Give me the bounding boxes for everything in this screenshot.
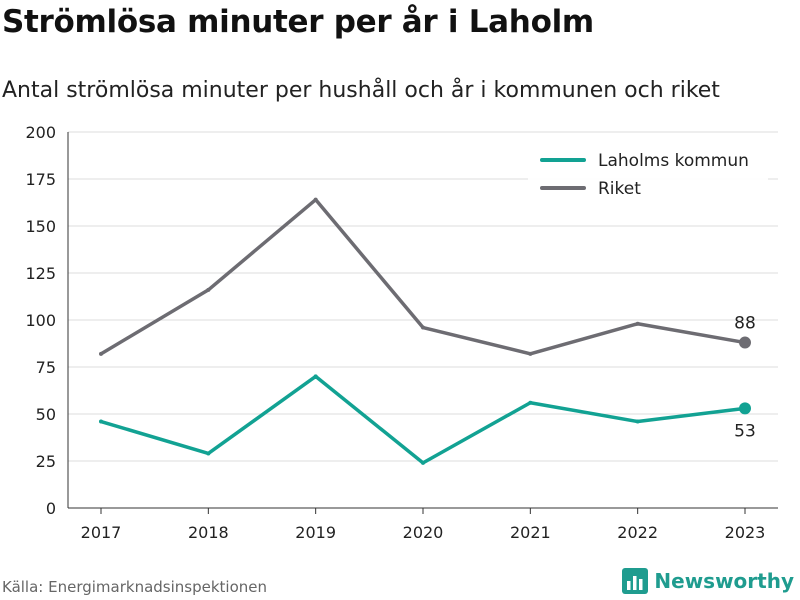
y-tick-label: 100	[25, 311, 56, 330]
chart-title: Strömlösa minuter per år i Laholm	[2, 4, 594, 40]
y-tick-label: 0	[46, 499, 56, 518]
x-tick-label: 2017	[81, 523, 122, 542]
y-tick-label: 175	[25, 170, 56, 189]
legend-label: Laholms kommun	[598, 151, 749, 171]
y-tick-label: 25	[36, 452, 56, 471]
y-tick-label: 200	[25, 123, 56, 142]
data-point	[206, 287, 211, 292]
chart-subtitle: Antal strömlösa minuter per hushåll och …	[2, 78, 720, 103]
source-note: Källa: Energimarknadsinspektionen	[2, 578, 268, 596]
data-point	[99, 351, 103, 356]
y-tick-label: 50	[36, 405, 56, 424]
data-point	[635, 419, 640, 424]
bar-chart-logo-icon	[622, 568, 649, 594]
data-point	[99, 419, 103, 424]
x-tick-label: 2021	[510, 523, 551, 542]
data-label-end: 88	[734, 314, 756, 334]
legend-label: Riket	[598, 179, 641, 199]
data-point	[528, 400, 533, 405]
y-tick-label: 125	[25, 264, 56, 283]
data-point	[421, 325, 425, 330]
brand-logo[interactable]: Newsworthy	[622, 568, 794, 594]
data-point	[421, 460, 425, 465]
series-line-0	[99, 374, 747, 465]
x-tick-label: 2020	[403, 523, 444, 542]
brand-name: Newsworthy	[654, 569, 794, 593]
y-tick-label: 150	[25, 217, 56, 236]
data-label-end: 53	[734, 421, 756, 441]
x-tick-label: 2018	[188, 523, 229, 542]
line-chart: 0 25 50 75 100 125 150 175 200 2017 2018 2019 2020 20…	[25, 123, 778, 542]
data-point	[739, 336, 751, 349]
data-point	[635, 321, 640, 326]
data-point	[313, 374, 318, 379]
x-tick-label: 2019	[295, 523, 336, 542]
x-tick-label: 2022	[617, 523, 658, 542]
data-point	[206, 451, 211, 456]
series-line-1	[99, 197, 747, 356]
data-point	[313, 197, 318, 202]
legend-box	[528, 144, 768, 206]
data-point	[739, 402, 751, 415]
data-point	[528, 351, 533, 356]
x-tick-label: 2023	[725, 523, 766, 542]
y-tick-label: 75	[36, 358, 56, 377]
